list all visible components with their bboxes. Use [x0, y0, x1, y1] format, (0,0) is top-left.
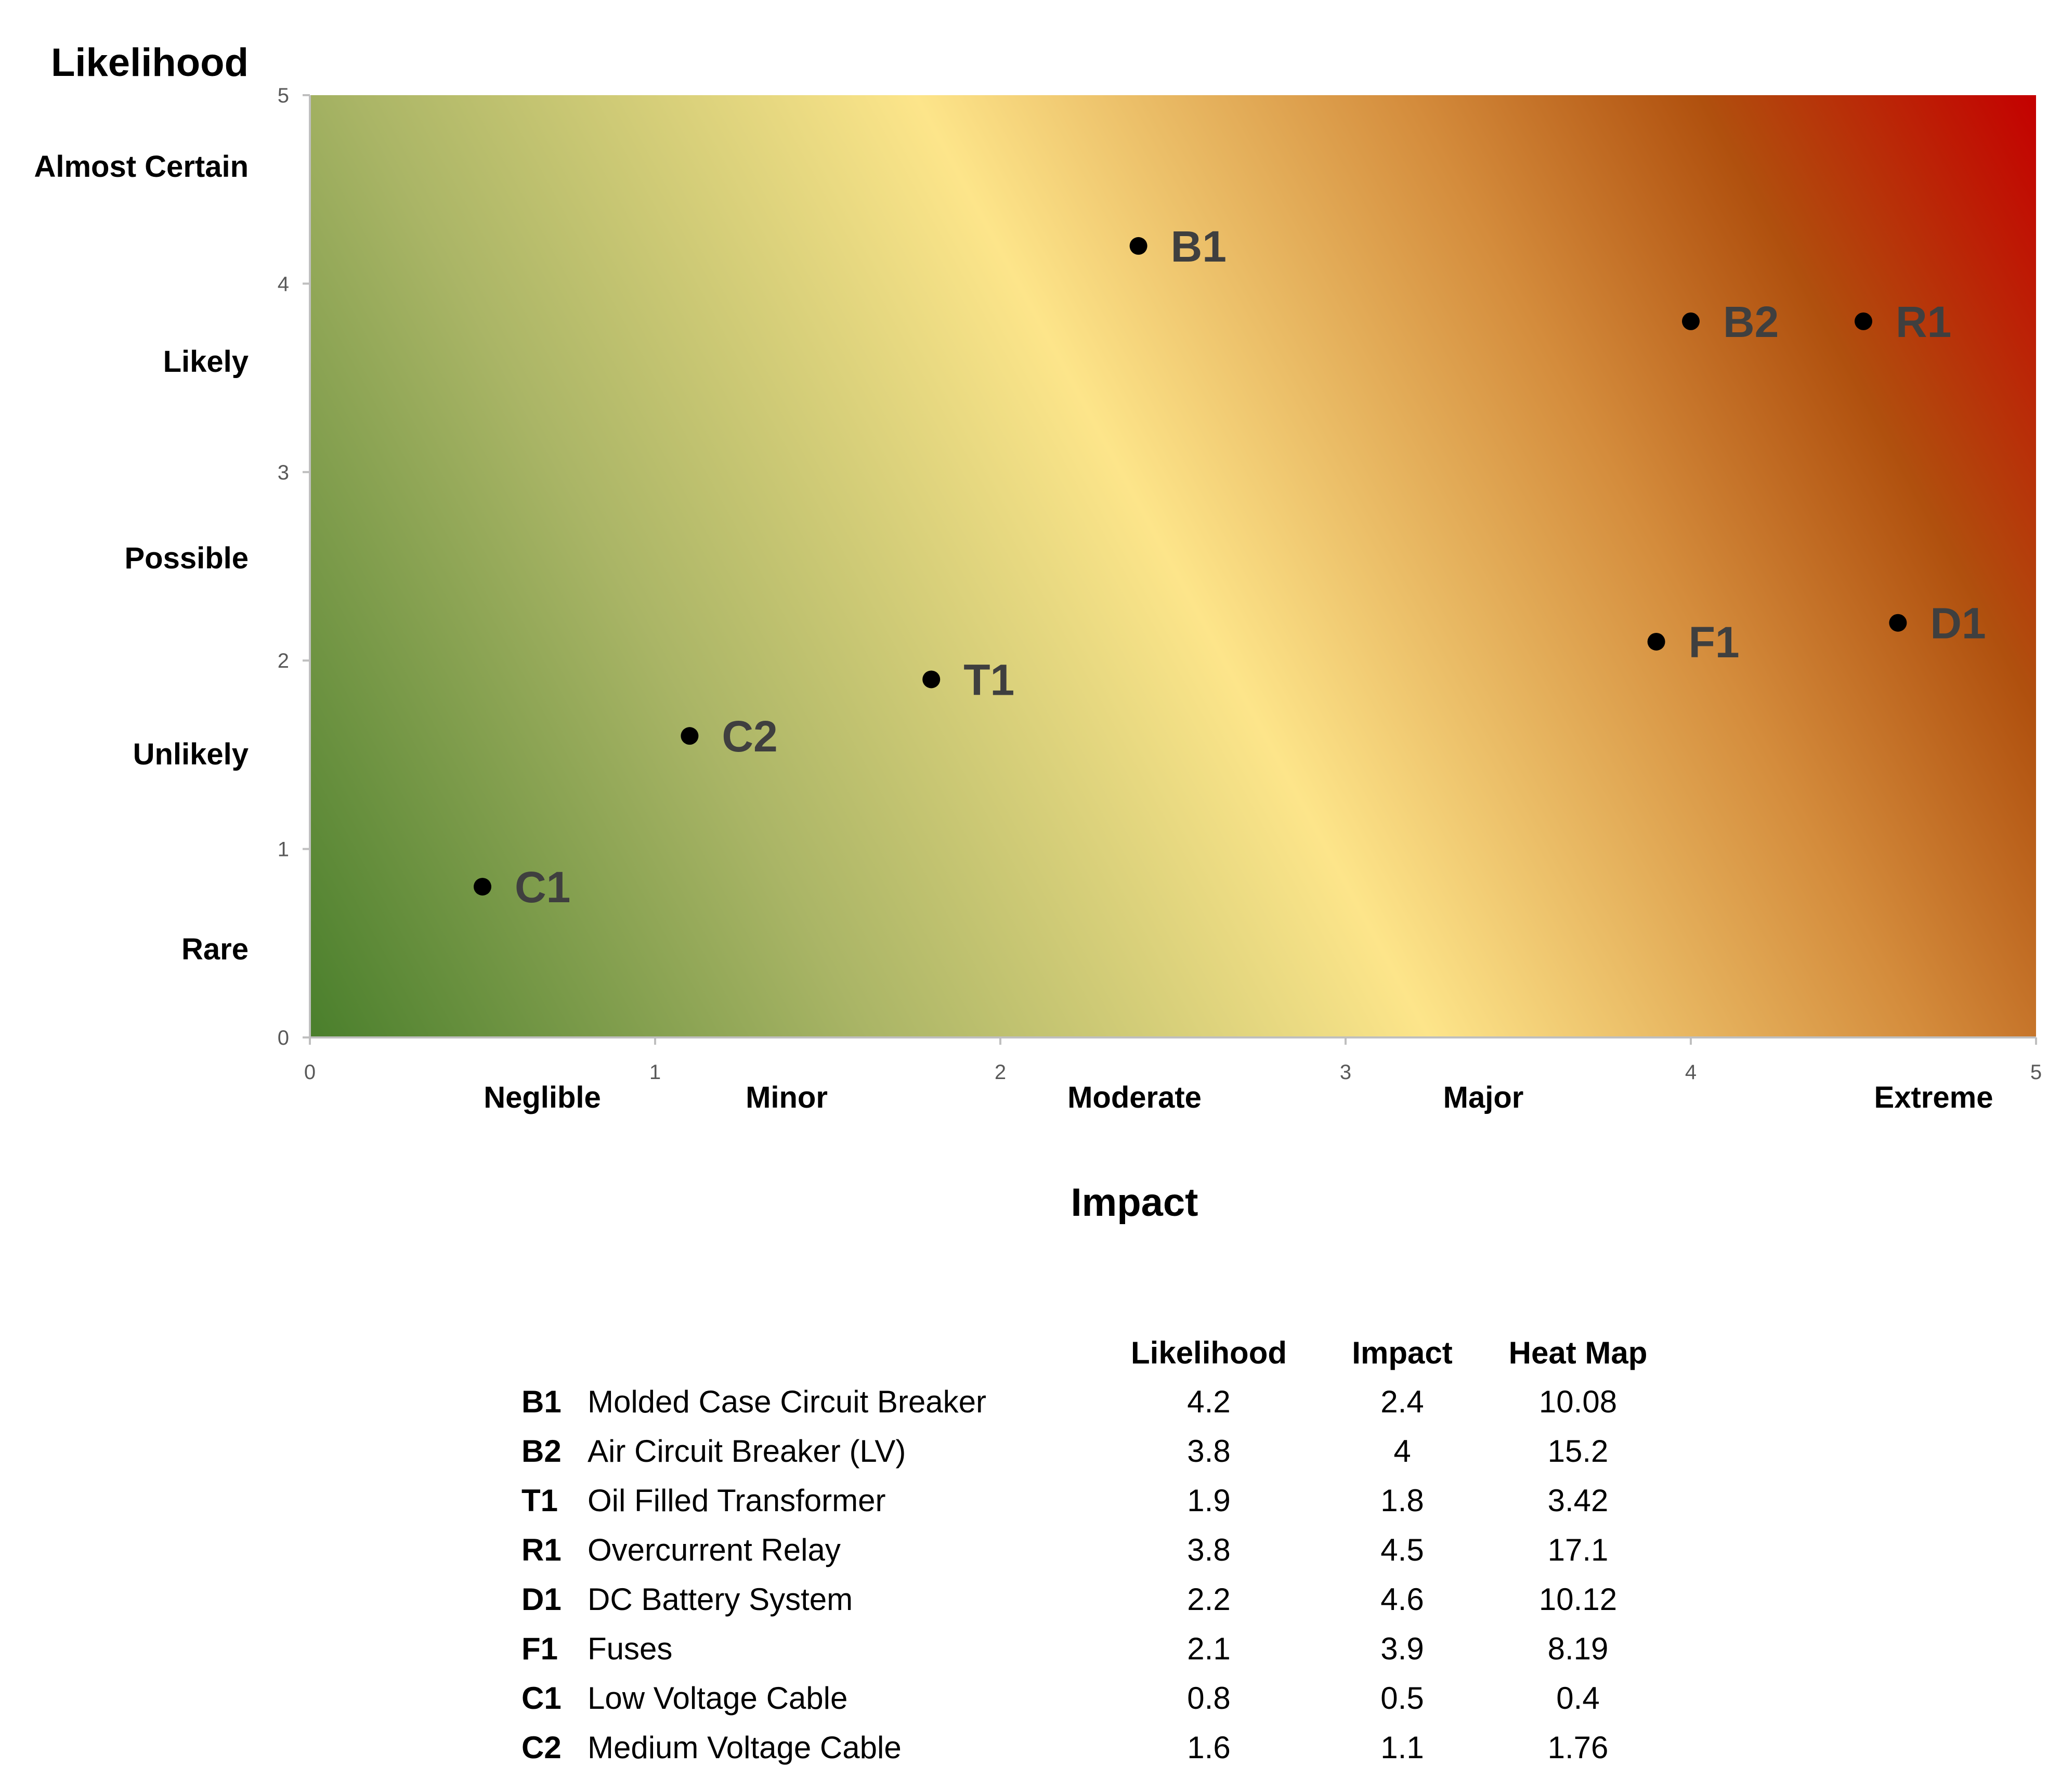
table-row-name: Overcurrent Relay [588, 1533, 841, 1567]
x-category-label: Minor [746, 1081, 828, 1114]
table-header: Likelihood [1131, 1335, 1287, 1370]
table-row-impact: 4 [1393, 1434, 1411, 1469]
y-axis-title: Likelihood [51, 41, 249, 85]
table-row-id: C2 [521, 1730, 562, 1765]
table-row-name: Low Voltage Cable [588, 1681, 847, 1716]
x-tick-label: 3 [1340, 1061, 1351, 1084]
y-tick-label: 0 [278, 1027, 289, 1049]
table-row-likelihood: 1.6 [1187, 1730, 1230, 1765]
y-category-label: Almost Certain [34, 150, 249, 184]
y-tick-label: 4 [278, 272, 289, 295]
x-axis-title: Impact [1071, 1180, 1198, 1225]
data-point-b2 [1682, 312, 1700, 330]
table-header: Heat Map [1509, 1335, 1648, 1370]
x-tick-label: 5 [2030, 1061, 2042, 1084]
y-tick-label: 5 [278, 84, 289, 107]
table-row-id: D1 [521, 1582, 562, 1617]
table-row-heat: 17.1 [1548, 1533, 1609, 1567]
data-point-c2 [681, 727, 699, 745]
table-row-likelihood: 3.8 [1187, 1533, 1230, 1567]
y-category-label: Possible [124, 541, 249, 575]
data-label-c2: C2 [722, 712, 777, 761]
table-row-likelihood: 0.8 [1187, 1681, 1230, 1716]
table-row-id: B1 [521, 1384, 562, 1419]
table-row-impact: 4.5 [1380, 1533, 1424, 1567]
table-row-likelihood: 1.9 [1187, 1483, 1230, 1518]
y-axis-categories: Rare Unlikely Possible Likely Almost Certain [34, 150, 249, 966]
table-row-id: C1 [521, 1681, 562, 1716]
x-axis-categories: Neglible Minor Moderate Major Extreme [484, 1081, 1993, 1114]
table-row-heat: 10.12 [1539, 1582, 1617, 1617]
x-category-label: Neglible [484, 1081, 601, 1114]
data-label-b1: B1 [1171, 222, 1227, 271]
y-category-label: Likely [163, 345, 249, 379]
data-point-b1 [1129, 237, 1147, 255]
x-category-label: Extreme [1874, 1081, 1993, 1114]
data-label-d1: D1 [1930, 599, 1986, 648]
table-row-id: F1 [521, 1631, 558, 1666]
heat-map-plot-area [310, 95, 2036, 1037]
table-row-impact: 3.9 [1380, 1631, 1424, 1666]
data-label-t1: T1 [963, 655, 1014, 704]
table-row-id: R1 [521, 1533, 562, 1567]
x-tick-label: 4 [1685, 1061, 1697, 1084]
table-row-likelihood: 3.8 [1187, 1434, 1230, 1469]
table-row-impact: 1.8 [1380, 1483, 1424, 1518]
table-row-name: Molded Case Circuit Breaker [588, 1384, 986, 1419]
table-row-heat: 8.19 [1548, 1631, 1609, 1666]
data-point-t1 [922, 670, 941, 689]
table-row-likelihood: 2.2 [1187, 1582, 1230, 1617]
table-row-likelihood: 4.2 [1187, 1384, 1230, 1419]
y-tick-label: 2 [278, 650, 289, 672]
data-label-f1: F1 [1689, 618, 1740, 667]
table-row-impact: 4.6 [1380, 1582, 1424, 1617]
table-row-heat: 10.08 [1539, 1384, 1617, 1419]
table-row-name: Fuses [588, 1631, 672, 1666]
data-label-b2: B2 [1723, 297, 1779, 346]
table-row-id: T1 [521, 1483, 558, 1518]
x-category-label: Moderate [1067, 1081, 1202, 1114]
table-row-impact: 1.1 [1380, 1730, 1424, 1765]
x-tick-label: 1 [649, 1061, 661, 1084]
x-axis-ticks: 0 1 2 3 4 5 [304, 1037, 2042, 1084]
table-row-name: Medium Voltage Cable [588, 1730, 902, 1765]
x-tick-label: 0 [304, 1061, 316, 1084]
data-label-r1: R1 [1896, 297, 1951, 346]
data-point-f1 [1647, 632, 1665, 651]
table-row-heat: 3.42 [1548, 1483, 1609, 1518]
table-row-heat: 0.4 [1556, 1681, 1599, 1716]
y-tick-label: 3 [278, 461, 289, 484]
risk-table: Likelihood Impact Heat Map B1 Molded Case Ci… [521, 1335, 1647, 1765]
y-axis-ticks: 0 1 2 3 4 5 [278, 84, 310, 1049]
y-category-label: Rare [181, 932, 249, 966]
data-points: B1 B2 R1 T1 C2 C1 F1 D1 [474, 222, 1986, 912]
table-row-name: DC Battery System [588, 1582, 853, 1617]
data-point-c1 [474, 878, 491, 896]
x-category-label: Major [1443, 1081, 1524, 1114]
table-row-name: Air Circuit Breaker (LV) [588, 1434, 906, 1469]
table-header: Impact [1352, 1335, 1452, 1370]
y-category-label: Unlikely [133, 737, 249, 771]
table-row-impact: 2.4 [1380, 1384, 1424, 1419]
table-row-heat: 15.2 [1548, 1434, 1609, 1469]
table-row-id: B2 [521, 1434, 562, 1469]
data-point-r1 [1855, 312, 1872, 330]
table-row-heat: 1.76 [1548, 1730, 1609, 1765]
table-row-name: Oil Filled Transformer [588, 1483, 885, 1518]
x-tick-label: 2 [995, 1061, 1006, 1084]
data-point-d1 [1889, 614, 1907, 632]
y-tick-label: 1 [278, 838, 289, 861]
table-row-impact: 0.5 [1380, 1681, 1424, 1716]
data-label-c1: C1 [515, 863, 570, 912]
table-row-likelihood: 2.1 [1187, 1631, 1230, 1666]
